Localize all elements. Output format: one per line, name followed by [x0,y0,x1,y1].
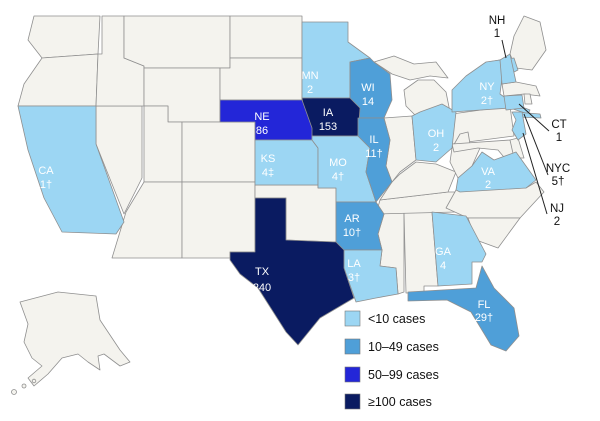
state-me [509,15,547,71]
legend-swatch-50-99 [344,366,361,383]
state-ri [523,93,533,105]
ny-abbr: NY [479,81,495,93]
oh-abbr: OH [428,128,445,140]
legend: <10 cases 10–49 cases 50–99 cases ≥100 c… [344,310,439,410]
ne-abbr: NE [254,111,269,123]
mo-abbr: MO [329,157,347,169]
legend-swatch-gte100 [344,393,361,410]
ne-value: 86 [256,125,268,137]
tx-abbr: TX [255,266,270,278]
il-abbr: IL [369,134,378,146]
state-va [455,151,537,193]
mn-abbr: MN [301,70,318,82]
wi-abbr: WI [361,82,374,94]
tx-value: 240 [253,282,271,294]
ar-value: 10† [343,227,361,239]
ia-abbr: IA [323,107,334,119]
state-ar [335,201,385,251]
state-ct [503,94,525,111]
va-abbr: VA [481,166,496,178]
state-ma [501,81,541,97]
nj-callout-value: 2 [554,216,560,228]
nj-leader-line [522,132,548,215]
ca-value: 1† [40,179,52,191]
fl-value: 29† [475,312,493,324]
state-nh [499,53,517,85]
nyc-leader-line [523,113,549,176]
ct-leader-line [518,103,550,132]
state-tx [229,197,355,346]
state-ca [17,105,125,235]
legend-swatch-lt10 [344,310,361,327]
state-co [181,121,256,183]
legend-label-10-49: 10–49 cases [368,340,439,354]
il-value: 11† [365,148,383,160]
legend-label-gte100: ≥100 cases [368,395,432,409]
nh-callout-abbr: NH [489,15,506,27]
state-fl [407,265,520,352]
state-az [111,181,183,259]
nyc-callout-abbr: NYC [546,163,570,175]
ia-value: 153 [319,121,337,133]
state-nm [181,181,256,259]
nj-callout-abbr: NJ [550,203,564,215]
oh-value: 2 [433,142,439,154]
state-or [17,53,99,107]
state-nj [511,111,527,141]
state-ak [19,291,131,387]
nh-callout-value: 1 [494,28,500,40]
nyc-callout-value: 5† [552,176,565,188]
state-il [357,117,393,203]
callout-lines [501,39,550,215]
ar-abbr: AR [344,213,359,225]
ak-island-1 [11,389,17,395]
ct-callout-abbr: CT [551,119,566,131]
legend-label-50-99: 50–99 cases [368,368,439,382]
states-with-cases [17,21,542,352]
state-wa [27,15,101,59]
state-ga [431,211,487,287]
ks-value: 4‡ [262,167,274,179]
ct-callout-value: 1 [556,132,562,144]
wi-value: 14 [362,96,374,108]
state-oh [411,103,457,163]
ak-island-2 [21,383,27,389]
la-value: 3† [348,272,360,284]
mn-value: 2 [307,84,313,96]
legend-label-lt10: <10 cases [368,312,425,326]
la-abbr: LA [347,258,361,270]
mo-value: 4† [332,171,344,183]
callout-labels: NH 1 CT 1 NYC 5† NJ 2 [489,15,570,228]
ga-abbr: GA [435,246,452,258]
state-labels: CA 1† MN 2 WI 14 IA 153 NE 86 KS 4‡ MO 4… [38,70,495,324]
nh-leader-line [501,39,507,59]
legend-swatch-10-49 [344,338,361,355]
ak-island-3 [31,378,37,384]
va-value: 2 [485,179,491,191]
ga-value: 4 [440,260,446,272]
state-mi-upper [373,55,449,81]
state-mt [123,15,231,69]
ny-value: 2† [481,95,493,107]
state-nd [229,15,303,59]
fl-abbr: FL [478,299,491,311]
states-no-cases [11,15,547,395]
state-sd [219,57,303,101]
ks-abbr: KS [261,153,276,165]
ca-abbr: CA [38,165,54,177]
